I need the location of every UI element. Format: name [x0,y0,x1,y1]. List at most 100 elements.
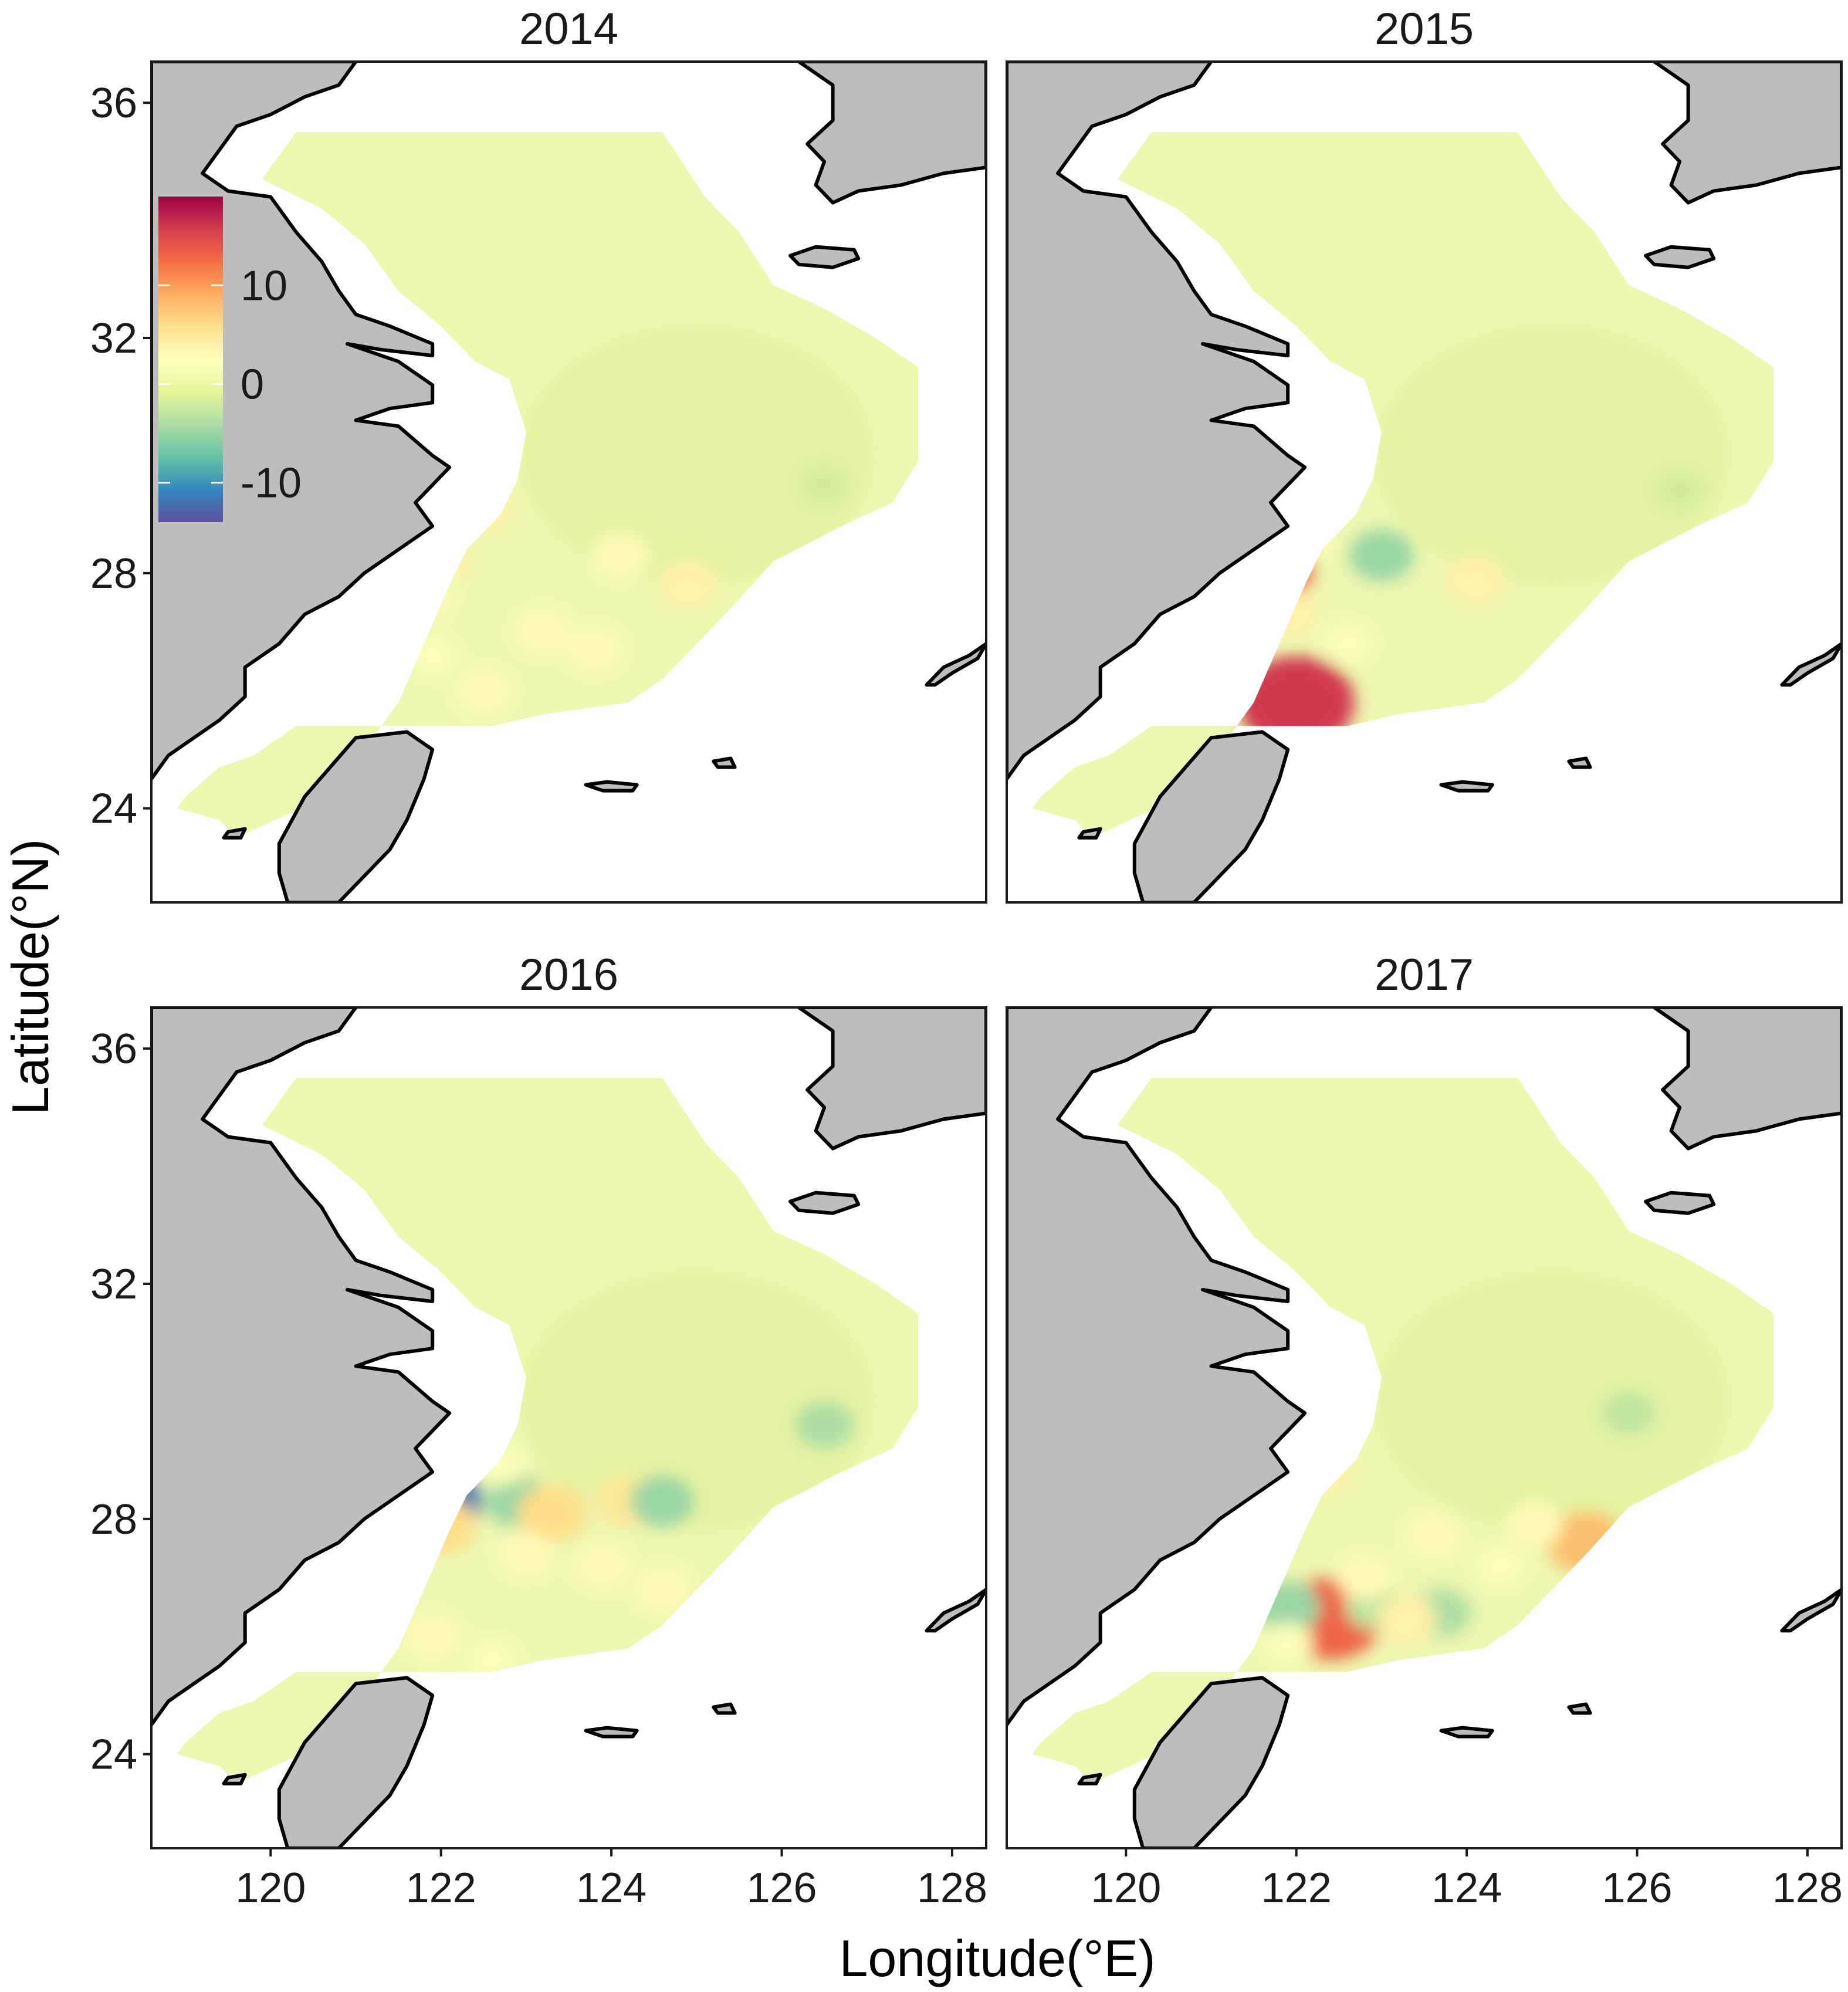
ryukyu-island-landmass [925,642,986,687]
y-axis-title: Latitude(°N) [1,839,59,1115]
anomaly-spot [456,668,512,713]
panel-border [1006,60,1843,904]
anomaly-spot [658,561,718,609]
ryukyu-island-landmass [1780,1588,1842,1633]
penghu-island-landmass [1077,827,1102,840]
panel-title: 2014 [519,4,618,54]
jeju-landmass [1644,1191,1716,1215]
x-axis-title: Longitude(°E) [839,1929,1155,1987]
y-tick-label: 36 [90,80,137,127]
taiwan-landmass [1132,1676,1290,1848]
y-tick-label: 28 [90,550,137,597]
mainland-landmass [1007,62,1307,781]
anomaly-spot [1322,623,1373,664]
miyako-island-landmass [1567,756,1592,769]
x-tick-label: 120 [235,1865,306,1912]
miyako-island-landmass [712,756,737,769]
anomaly-spot [1654,471,1705,511]
anomaly-spot [635,1567,691,1612]
panel-2015: 2015 [1006,4,1843,904]
anomaly-spot [1263,1622,1314,1663]
mainland-landmass [151,1007,452,1727]
x-tick-label: 124 [1431,1865,1502,1912]
anomaly-spot [1377,1595,1437,1643]
panel-title: 2017 [1375,950,1474,1000]
ryukyu-island-landmass [925,1588,986,1633]
field-shade [1376,326,1728,585]
anomaly-spot [1238,656,1355,749]
anomaly-spot [1600,1391,1656,1436]
colorbar-tick-label: 10 [241,262,287,309]
anomaly-spot [1405,1514,1461,1559]
panel-border [150,1006,987,1849]
colorbar-ramp [158,197,223,522]
korea-landmass [797,62,986,205]
ryukyu-island-landmass [1780,642,1842,687]
taiwan-landmass [277,730,435,902]
anomaly-field [396,326,873,713]
anomaly-spot [1475,1545,1527,1587]
panel-title: 2016 [519,950,618,1000]
jeju-landmass [788,245,861,269]
anomaly-spot [799,465,850,505]
y-tick-label: 24 [90,1731,137,1778]
yaeyama-island-landmass [1439,1726,1494,1739]
yaeyama-island-landmass [584,1726,639,1739]
map-panels: 2014 24 28 32 36 2015 2016 24 28 32 36 120 122 124 126… [90,4,1843,1912]
penghu-island-landmass [1077,1773,1102,1785]
colorbar-legend: 10 0 -10 [158,197,302,522]
y-tick-label: 36 [90,1026,137,1073]
colorbar-tick-label: 0 [241,361,264,408]
penghu-island-landmass [222,827,247,840]
anomaly-spot [567,627,622,672]
anomaly-spot [630,1475,695,1527]
anomaly-spot [405,1614,461,1659]
anomaly-spot [1507,1503,1563,1547]
colorbar-tick-label: -10 [241,460,302,507]
anomaly-spot [592,533,648,578]
anomaly-spot [517,1485,587,1541]
y-tick-label: 32 [90,315,137,362]
anomaly-spot [515,610,571,654]
anomaly-spot [1336,1555,1392,1600]
taiwan-landmass [1132,730,1290,902]
miyako-island-landmass [712,1702,737,1715]
field-shade [520,326,873,585]
x-tick-label: 126 [746,1865,817,1912]
panel-border [150,60,987,904]
panel-2017: 2017 120 122 124 126 128 [1006,950,1843,1912]
x-tick-label: 128 [1772,1865,1843,1912]
field-shade [1376,1272,1728,1531]
panel-title: 2015 [1375,4,1474,54]
y-tick-label: 32 [90,1261,137,1308]
x-tick-label: 122 [1261,1865,1332,1912]
x-tick-label: 128 [917,1865,987,1912]
yaeyama-island-landmass [584,780,639,793]
miyako-island-landmass [1567,1702,1592,1715]
y-tick-label: 28 [90,1496,137,1543]
korea-landmass [1652,62,1842,205]
x-tick-label: 126 [1602,1865,1672,1912]
panel-2014: 2014 24 28 32 36 [90,4,987,904]
y-tick-label: 24 [90,786,137,833]
field-shade [520,1272,873,1531]
anomaly-spot [794,1401,855,1449]
yaeyama-island-landmass [1439,780,1494,793]
x-tick-label: 122 [406,1865,476,1912]
taiwan-landmass [277,1676,435,1848]
anomaly-spot [498,1532,554,1577]
x-tick-label: 120 [1091,1865,1161,1912]
anomaly-spot [1349,529,1414,581]
anomaly-spot [575,1544,631,1588]
x-tick-label: 124 [576,1865,647,1912]
colorbar-ticks: 10 0 -10 [158,262,302,507]
penghu-island-landmass [222,1773,247,1785]
panel-2016: 2016 24 28 32 36 120 122 124 126 128 [90,950,987,1912]
mainland-landmass [1007,1007,1307,1727]
mainland-landmass [151,62,452,781]
jeju-landmass [788,1191,861,1215]
korea-landmass [797,1007,986,1151]
korea-landmass [1652,1007,1842,1151]
anomaly-spot [1445,555,1505,603]
